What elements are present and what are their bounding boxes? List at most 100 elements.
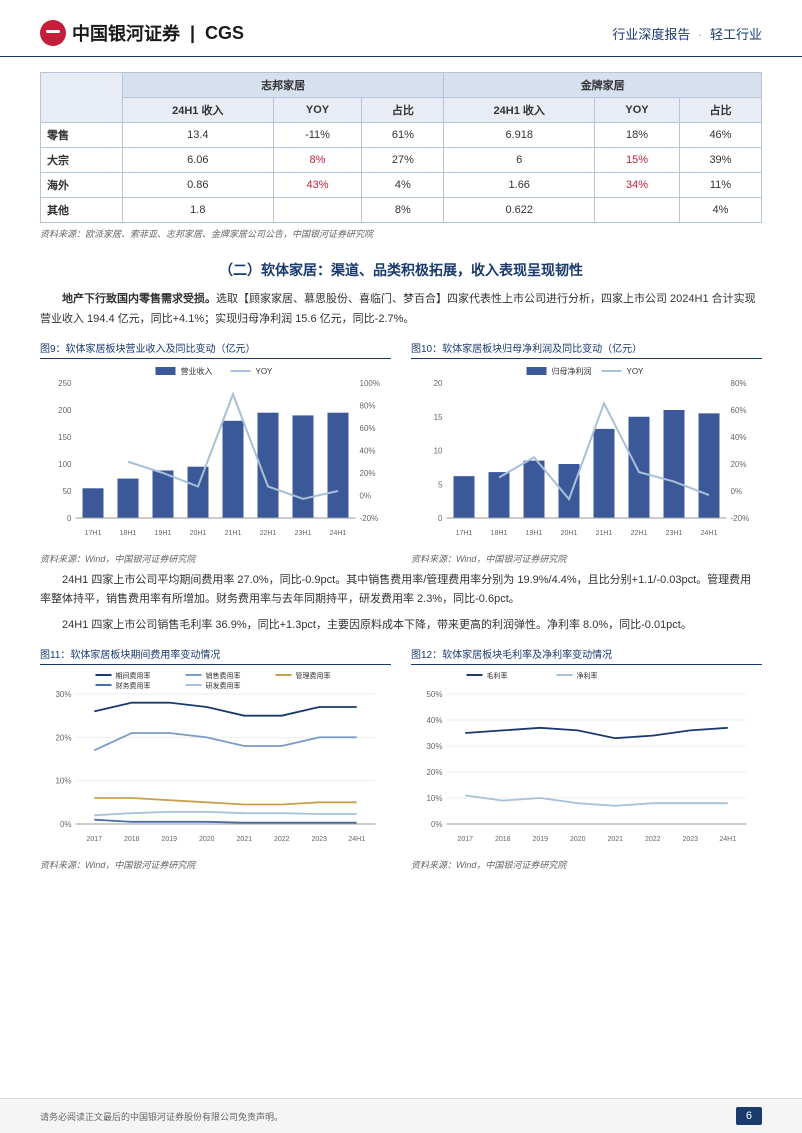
brand-cn: 中国银河证券 (72, 20, 180, 46)
svg-text:2023: 2023 (311, 836, 327, 843)
svg-text:30%: 30% (426, 742, 442, 751)
table-cell: 15% (595, 148, 680, 173)
disclaimer: 请务必阅读正文最后的中国银河证券股份有限公司免责声明。 (40, 1110, 283, 1123)
svg-text:20: 20 (434, 379, 443, 388)
svg-text:17H1: 17H1 (85, 530, 102, 537)
svg-text:15: 15 (434, 412, 443, 421)
svg-text:0%: 0% (360, 491, 372, 500)
svg-text:40%: 40% (731, 433, 747, 442)
table-cell: 0.86 (122, 173, 273, 198)
paragraph-3: 24H1 四家上市公司销售毛利率 36.9%，同比+1.3pct，主要因原料成本… (40, 616, 762, 636)
svg-text:0%: 0% (731, 487, 743, 496)
brand-logo: 中国银河证券 | CGS (40, 20, 244, 46)
svg-text:250: 250 (58, 379, 72, 388)
table-cell: 6.918 (444, 123, 595, 148)
svg-text:100: 100 (58, 460, 72, 469)
chart12-title: 图12：软体家居板块毛利率及净利率变动情况 (411, 646, 762, 665)
svg-text:80%: 80% (731, 379, 747, 388)
page-footer: 请务必阅读正文最后的中国银河证券股份有限公司免责声明。 6 (0, 1098, 802, 1133)
svg-text:10%: 10% (55, 777, 71, 786)
svg-text:研发费用率: 研发费用率 (206, 681, 241, 690)
table-row: 零售13.4-11%61%6.91818%46% (41, 123, 762, 148)
svg-text:2018: 2018 (495, 836, 511, 843)
table-cell: 18% (595, 123, 680, 148)
svg-text:40%: 40% (360, 446, 376, 455)
svg-text:60%: 60% (731, 406, 747, 415)
table-cell: 13.4 (122, 123, 273, 148)
table-subheader: YOY (273, 98, 362, 123)
header-report-info: 行业深度报告 · 轻工行业 (612, 24, 762, 43)
table-cell (595, 198, 680, 223)
table-row: 其他1.88%0.6224% (41, 198, 762, 223)
svg-text:60%: 60% (360, 424, 376, 433)
svg-text:毛利率: 毛利率 (487, 671, 508, 680)
svg-text:2022: 2022 (274, 836, 290, 843)
svg-text:50%: 50% (426, 690, 442, 699)
svg-text:2017: 2017 (457, 836, 473, 843)
svg-text:150: 150 (58, 433, 72, 442)
svg-text:10: 10 (434, 446, 443, 455)
svg-text:20%: 20% (360, 469, 376, 478)
svg-text:2018: 2018 (124, 836, 140, 843)
svg-text:20%: 20% (731, 460, 747, 469)
table-row-label: 大宗 (41, 148, 123, 173)
chart10-svg: 归母净利润YOY05101520-20%0%20%40%60%80%17H118… (411, 363, 762, 543)
svg-text:YOY: YOY (256, 367, 274, 376)
svg-text:24H1: 24H1 (719, 836, 736, 843)
svg-text:23H1: 23H1 (666, 530, 683, 537)
table-cell: 8% (273, 148, 362, 173)
paragraph-2: 24H1 四家上市公司平均期间费用率 27.0%，同比-0.9pct。其中销售费… (40, 571, 762, 611)
table-cell: 4% (679, 198, 761, 223)
svg-text:20H1: 20H1 (561, 530, 578, 537)
svg-text:2021: 2021 (607, 836, 623, 843)
table-cell: 6.06 (122, 148, 273, 173)
section-title: （二）软体家居：渠道、品类积极拓展，收入表现呈现韧性 (40, 260, 762, 280)
svg-text:2017: 2017 (86, 836, 102, 843)
svg-text:200: 200 (58, 406, 72, 415)
svg-text:净利率: 净利率 (577, 671, 598, 680)
svg-text:0: 0 (67, 514, 72, 523)
svg-text:2020: 2020 (199, 836, 215, 843)
svg-text:19H1: 19H1 (155, 530, 172, 537)
svg-text:20H1: 20H1 (190, 530, 207, 537)
table-group2: 金牌家居 (444, 73, 762, 98)
table-cell: 8% (362, 198, 444, 223)
svg-text:30%: 30% (55, 690, 71, 699)
svg-text:10%: 10% (426, 794, 442, 803)
svg-text:50: 50 (63, 487, 72, 496)
chart10-source: 资料来源：Wind，中国银河证券研究院 (411, 552, 762, 565)
svg-text:20%: 20% (426, 768, 442, 777)
svg-text:管理费用率: 管理费用率 (296, 671, 331, 680)
svg-text:19H1: 19H1 (526, 530, 543, 537)
svg-text:-20%: -20% (731, 514, 750, 523)
page-header: 中国银河证券 | CGS 行业深度报告 · 轻工行业 (0, 0, 802, 57)
brand-separator: | (190, 23, 195, 44)
table-row-label: 海外 (41, 173, 123, 198)
svg-text:22H1: 22H1 (260, 530, 277, 537)
table-cell: 43% (273, 173, 362, 198)
svg-text:2019: 2019 (532, 836, 548, 843)
svg-text:期间费用率: 期间费用率 (116, 671, 151, 680)
table-subheader: YOY (595, 98, 680, 123)
svg-text:24H1: 24H1 (330, 530, 347, 537)
svg-text:20%: 20% (55, 733, 71, 742)
svg-text:0%: 0% (431, 820, 443, 829)
svg-text:21H1: 21H1 (225, 530, 242, 537)
chart11-title: 图11：软体家居板块期间费用率变动情况 (40, 646, 391, 665)
svg-text:2023: 2023 (682, 836, 698, 843)
svg-text:18H1: 18H1 (491, 530, 508, 537)
svg-text:24H1: 24H1 (701, 530, 718, 537)
chart10-title: 图10：软体家居板块归母净利润及同比变动（亿元） (411, 340, 762, 359)
table-source: 资料来源：欧派家居、索菲亚、志邦家居、金牌家居公司公告，中国银河证券研究院 (40, 227, 762, 240)
svg-text:0%: 0% (60, 820, 72, 829)
svg-text:归母净利润: 归母净利润 (552, 366, 592, 376)
table-cell: 46% (679, 123, 761, 148)
table-cell: 6 (444, 148, 595, 173)
svg-text:-20%: -20% (360, 514, 379, 523)
svg-text:22H1: 22H1 (631, 530, 648, 537)
svg-text:23H1: 23H1 (295, 530, 312, 537)
svg-text:2021: 2021 (236, 836, 252, 843)
table-cell: 11% (679, 173, 761, 198)
table-cell: 27% (362, 148, 444, 173)
svg-text:21H1: 21H1 (596, 530, 613, 537)
